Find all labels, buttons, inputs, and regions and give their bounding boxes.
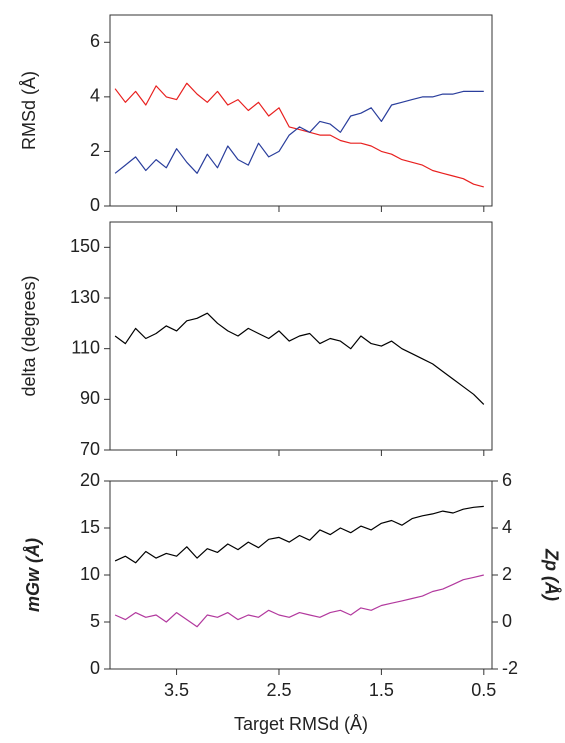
y-tick-label: 6 bbox=[90, 31, 100, 51]
y-tick-label: 110 bbox=[71, 337, 100, 357]
y2-tick-label: 6 bbox=[502, 470, 512, 490]
y-tick-label: 130 bbox=[70, 287, 100, 307]
y2-tick-label: 4 bbox=[502, 517, 512, 537]
plot-frame bbox=[109, 14, 493, 207]
data-line bbox=[114, 82, 484, 188]
y-tick-label: 4 bbox=[90, 86, 100, 106]
y2-tick-label: 2 bbox=[502, 564, 512, 584]
data-line bbox=[114, 505, 484, 564]
x-axis-label: Target RMSd (Å) bbox=[234, 714, 368, 734]
plot-frame bbox=[109, 221, 493, 451]
y-tick-label: 70 bbox=[80, 439, 100, 459]
y2-tick-label: 0 bbox=[502, 611, 512, 631]
y-axis-label: delta (degrees) bbox=[19, 275, 39, 396]
y-tick-label: 0 bbox=[90, 658, 100, 678]
y-tick-label: 150 bbox=[70, 236, 100, 256]
y-tick-label: 15 bbox=[80, 517, 100, 537]
y-tick-label: 10 bbox=[80, 564, 100, 584]
data-line bbox=[114, 312, 485, 405]
plot-frame bbox=[109, 480, 493, 670]
data-line bbox=[114, 90, 484, 174]
y-tick-label: 90 bbox=[80, 388, 100, 408]
data-line bbox=[114, 574, 484, 628]
y-tick-label: 5 bbox=[90, 611, 100, 631]
y-tick-label: 2 bbox=[90, 140, 100, 160]
y-axis-label: RMSd (Å) bbox=[19, 71, 39, 150]
y-tick-label: 20 bbox=[80, 470, 100, 490]
y-tick-label: 0 bbox=[90, 195, 100, 215]
x-tick-label: 2.5 bbox=[266, 680, 291, 700]
y2-tick-label: -2 bbox=[502, 658, 518, 678]
y-axis-label: mGw (Å) bbox=[23, 538, 43, 612]
y2-axis-label: Zp (Å) bbox=[541, 548, 561, 601]
x-tick-label: 1.5 bbox=[369, 680, 394, 700]
x-tick-label: 3.5 bbox=[164, 680, 189, 700]
x-tick-label: 0.5 bbox=[471, 680, 496, 700]
